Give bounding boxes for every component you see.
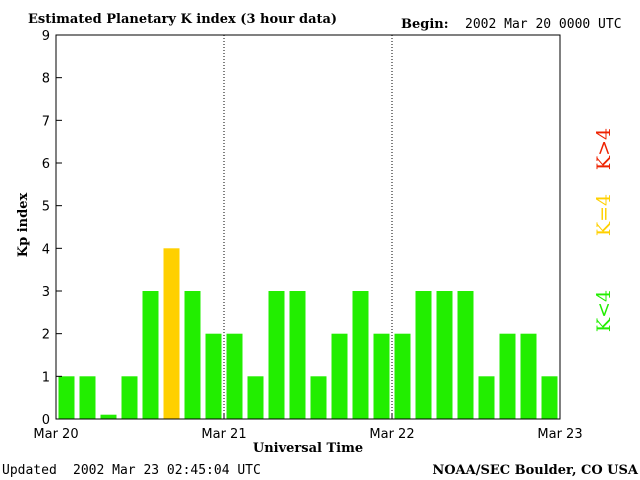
kp-bar [310,376,327,419]
kp-bar [142,291,159,419]
y-tick-label: 5 [42,200,50,215]
x-tick-label: Mar 21 [201,427,246,442]
kp-bar [415,291,432,419]
kp-bar [121,376,138,419]
x-tick-label: Mar 23 [537,427,582,442]
updated-value: 2002 Mar 23 02:45:04 UTC [73,463,261,478]
legend-high: K>4 [593,128,615,170]
kp-bar [226,333,243,419]
kp-bar [205,333,222,419]
y-tick-label: 7 [42,114,50,129]
y-tick-label: 6 [42,157,50,172]
y-axis-label: Kp index [16,193,31,258]
legend-mid: K=4 [593,194,615,236]
kp-bar [58,376,75,419]
kp-bar [457,291,474,419]
y-tick-label: 9 [42,29,50,44]
y-tick-label: 3 [42,285,50,300]
kp-bar [478,376,495,419]
kp-bar [100,414,117,419]
x-tick-label: Mar 20 [33,427,78,442]
updated-label: Updated [2,463,57,478]
kp-bar [79,376,96,419]
kp-bar [268,291,285,419]
y-tick-label: 1 [42,370,50,385]
kp-bar [247,376,264,419]
kp-bar [163,248,180,419]
kp-bar [499,333,516,419]
kp-bar [352,291,369,419]
credit: NOAA/SEC Boulder, CO USA [432,463,639,478]
kp-bar [289,291,306,419]
kp-bar [373,333,390,419]
begin-value: 2002 Mar 20 0000 UTC [465,17,622,32]
y-tick-label: 8 [42,72,50,87]
begin-label: Begin: [401,17,449,32]
x-tick-label: Mar 22 [369,427,414,442]
y-tick-label: 2 [42,328,50,343]
y-tick-label: 0 [42,413,50,428]
kp-bar [184,291,201,419]
y-tick-label: 4 [42,242,50,257]
plot-frame [55,34,561,420]
kp-bar [436,291,453,419]
kp-bar [394,333,411,419]
legend-low: K<4 [593,290,615,332]
plot-area: 0 1 2 3 4 5 6 7 8 9 Mar 20 Mar 21 Mar 22 Mar 23 [33,29,582,442]
kp-bar [520,333,537,419]
x-axis-label: Universal Time [253,441,363,456]
kp-bar [541,376,558,419]
kp-bar [331,333,348,419]
chart-title: Estimated Planetary K index (3 hour data… [28,12,337,27]
